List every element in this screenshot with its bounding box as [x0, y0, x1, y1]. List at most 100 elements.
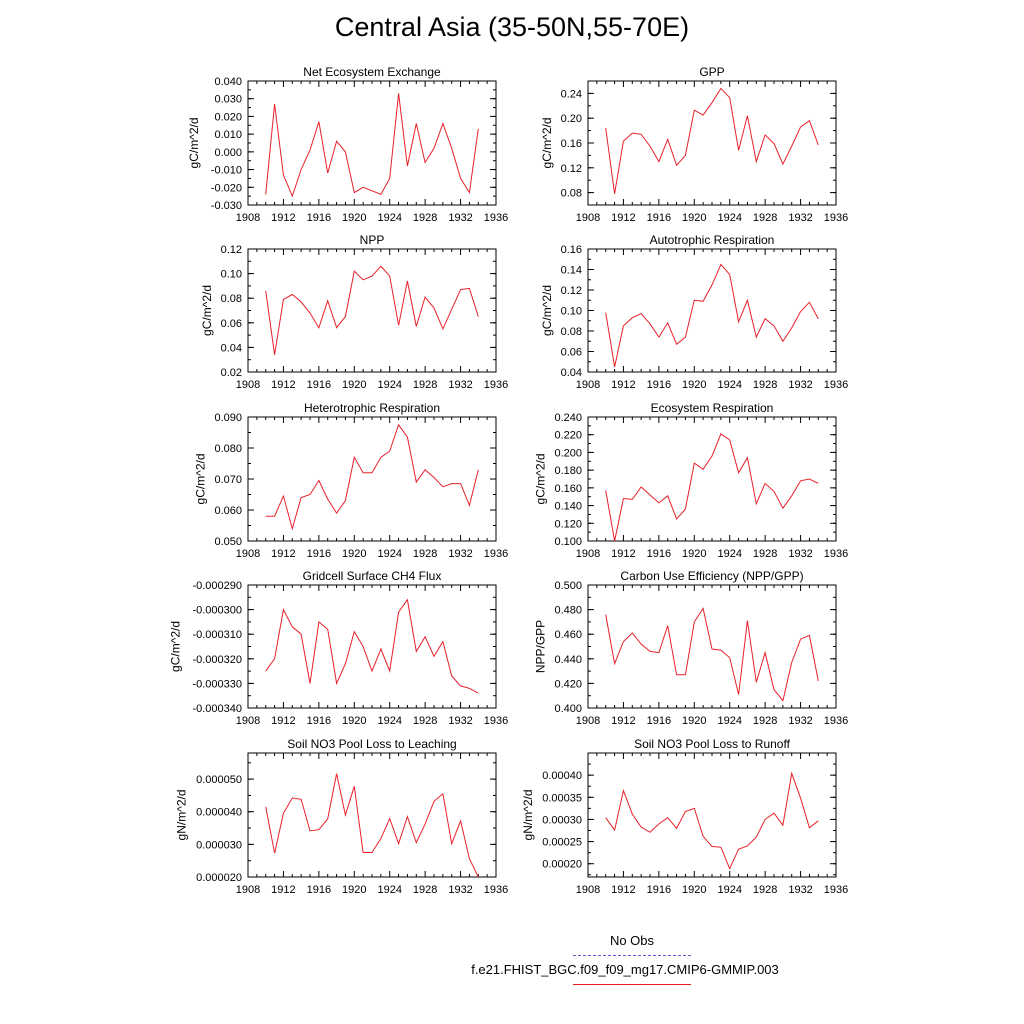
- x-tick-label: 1912: [611, 884, 635, 896]
- legend-obs-label: No Obs: [609, 933, 655, 948]
- y-tick-label: 0.420: [554, 678, 582, 690]
- x-tick-label: 1924: [717, 715, 741, 727]
- y-tick-label: 0.500: [554, 580, 582, 592]
- x-tick-label: 1908: [236, 212, 260, 224]
- y-axis-label: gC/m^2/d: [187, 118, 201, 169]
- x-tick-label: 1920: [342, 379, 366, 391]
- panel-title: Autotrophic Respiration: [650, 233, 775, 247]
- chart-panel-7: Gridcell Surface CH4 Flux gC/m^2/d 1908 191…: [168, 569, 508, 727]
- y-tick-label: 0.050: [214, 536, 242, 548]
- y-tick-label: 0.12: [561, 163, 582, 175]
- series-line: [605, 433, 819, 542]
- series-line: [265, 773, 479, 878]
- y-tick-label: 0.00035: [542, 792, 582, 804]
- chart-panel-6: Ecosystem Respiration gC/m^2/d 1908 1912 191…: [534, 401, 849, 560]
- x-tick-label: 1908: [236, 548, 260, 560]
- x-tick-label: 1924: [717, 884, 741, 896]
- x-tick-label: 1936: [824, 212, 848, 224]
- x-tick-label: 1932: [788, 548, 812, 560]
- x-tick-label: 1912: [611, 548, 635, 560]
- x-tick-label: 1928: [753, 212, 777, 224]
- plot-frame: [587, 752, 837, 878]
- x-tick-label: 1920: [342, 548, 366, 560]
- x-tick-label: 1912: [271, 884, 295, 896]
- y-tick-label: 0.000050: [196, 774, 242, 786]
- x-tick-label: 1936: [484, 379, 508, 391]
- x-tick-label: 1920: [342, 715, 366, 727]
- x-tick-label: 1928: [753, 715, 777, 727]
- x-tick-label: 1932: [788, 884, 812, 896]
- x-tick-label: 1928: [753, 548, 777, 560]
- chart-panel-5: Heterotrophic Respiration gC/m^2/d 1908 191…: [194, 401, 509, 560]
- x-tick-label: 1920: [682, 884, 706, 896]
- y-tick-label: 0.000: [214, 147, 242, 159]
- y-tick-label: 0.00025: [542, 837, 582, 849]
- x-tick-label: 1912: [611, 379, 635, 391]
- y-tick-label: 0.10: [561, 306, 582, 318]
- x-tick-label: 1932: [448, 884, 472, 896]
- y-axis-label: gC/m^2/d: [168, 621, 182, 672]
- x-tick-label: 1916: [647, 715, 671, 727]
- x-tick-label: 1932: [448, 212, 472, 224]
- y-tick-label: 0.180: [554, 465, 582, 477]
- panel-title: Soil NO3 Pool Loss to Leaching: [287, 737, 456, 751]
- panel-title: GPP: [699, 65, 724, 79]
- y-tick-label: 0.20: [561, 113, 582, 125]
- y-tick-label: 0.240: [554, 412, 582, 424]
- y-tick-label: 0.16: [561, 244, 582, 256]
- x-tick-label: 1920: [682, 715, 706, 727]
- y-tick-label: 0.12: [561, 285, 582, 297]
- x-tick-label: 1924: [377, 715, 401, 727]
- x-tick-label: 1936: [824, 379, 848, 391]
- series-line: [265, 265, 479, 355]
- y-axis-label: gC/m^2/d: [194, 454, 208, 505]
- x-tick-label: 1928: [413, 379, 437, 391]
- plot-frame: [247, 248, 497, 373]
- y-tick-label: 0.480: [554, 605, 582, 617]
- y-tick-label: 0.02: [221, 367, 242, 379]
- x-tick-label: 1916: [307, 548, 331, 560]
- x-tick-label: 1916: [647, 548, 671, 560]
- y-tick-label: 0.140: [554, 501, 582, 513]
- chart-panel-9: Soil NO3 Pool Loss to Leaching gN/m^2/d 19…: [175, 737, 509, 896]
- y-tick-label: 0.06: [561, 347, 582, 359]
- y-tick-label: 0.04: [221, 342, 242, 354]
- chart-panel-3: NPP gC/m^2/d 1908 1912 1916 1920 1924 1928 1932 1…: [200, 233, 508, 391]
- chart-panel-8: Carbon Use Efficiency (NPP/GPP) NPP/GPP 19…: [534, 569, 849, 727]
- x-tick-label: 1936: [824, 884, 848, 896]
- x-tick-label: 1908: [576, 884, 600, 896]
- y-tick-label: 0.04: [561, 367, 582, 379]
- x-tick-label: 1916: [307, 212, 331, 224]
- x-tick-label: 1924: [377, 548, 401, 560]
- plot-frame: [587, 248, 837, 373]
- y-tick-label: -0.030: [211, 200, 242, 212]
- x-tick-label: 1928: [413, 212, 437, 224]
- y-tick-label: 0.070: [214, 474, 242, 486]
- x-tick-label: 1916: [307, 715, 331, 727]
- x-tick-label: 1932: [448, 379, 472, 391]
- y-tick-label: -0.020: [211, 182, 242, 194]
- chart-panel-4: Autotrophic Respiration gC/m^2/d 1908 1912 1…: [540, 233, 848, 391]
- series-line: [265, 93, 479, 198]
- series-line: [605, 87, 819, 194]
- x-tick-label: 1908: [576, 548, 600, 560]
- x-tick-label: 1928: [413, 548, 437, 560]
- plot-frame: [587, 80, 837, 206]
- y-tick-label: 0.120: [554, 518, 582, 530]
- y-tick-label: -0.000320: [192, 654, 242, 666]
- panel-title: Ecosystem Respiration: [651, 401, 774, 415]
- y-tick-label: 0.090: [214, 412, 242, 424]
- y-axis-label: gN/m^2/d: [175, 790, 189, 841]
- x-tick-label: 1908: [236, 715, 260, 727]
- x-tick-label: 1924: [717, 548, 741, 560]
- panel-title: Net Ecosystem Exchange: [303, 65, 441, 79]
- figure-title: Central Asia (35-50N,55-70E): [334, 12, 690, 42]
- y-tick-label: -0.000340: [192, 703, 242, 715]
- y-tick-label: 0.08: [561, 188, 582, 200]
- x-tick-label: 1924: [717, 379, 741, 391]
- y-axis-label: NPP/GPP: [534, 620, 548, 673]
- y-tick-label: 0.000030: [196, 839, 242, 851]
- y-tick-label: 0.14: [561, 265, 582, 277]
- plot-frame: [247, 584, 497, 709]
